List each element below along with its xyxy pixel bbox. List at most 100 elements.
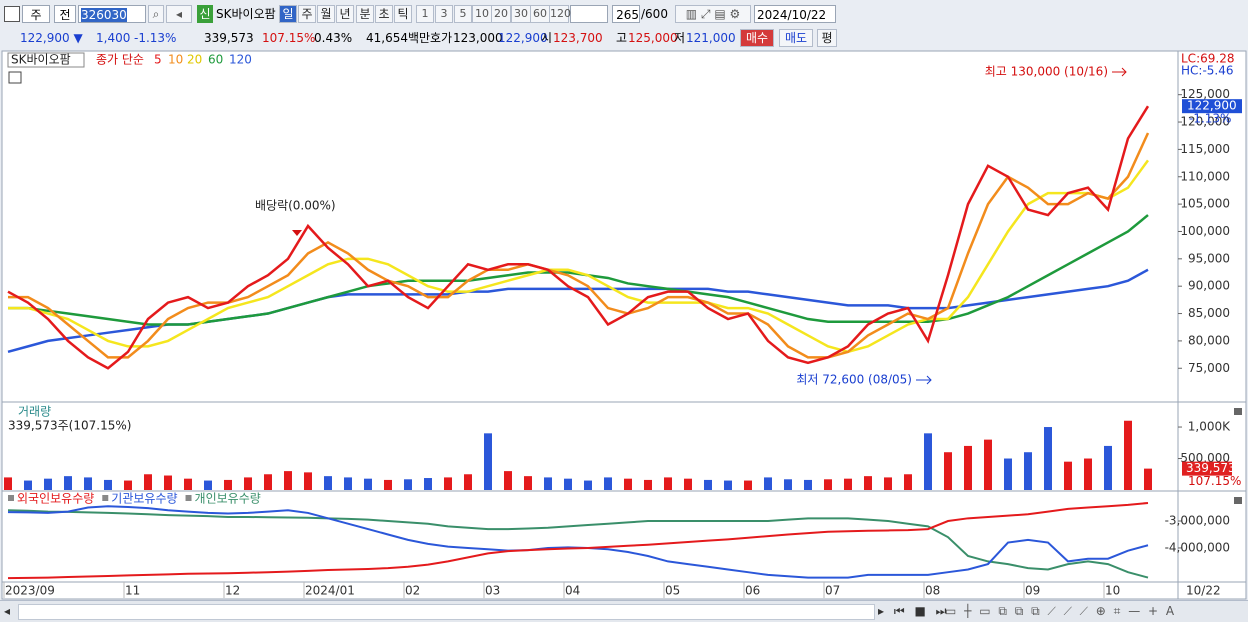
- y-tick-label: 85,000: [1188, 306, 1230, 320]
- scroll-track[interactable]: [18, 604, 875, 620]
- turnover: 0.43%: [314, 31, 353, 45]
- volume-bar: [504, 471, 512, 490]
- legend-box: [7, 52, 85, 68]
- volume-bar: [684, 478, 692, 490]
- high: 125,000: [628, 31, 678, 45]
- volume-bar: [384, 479, 392, 490]
- x-end-label: 10/22: [1186, 584, 1221, 598]
- volume-bar: [1104, 445, 1112, 490]
- volume-bar: [324, 476, 332, 490]
- volume-bar: [964, 445, 972, 490]
- volume-bar: [84, 477, 92, 490]
- period-button[interactable]: 일: [279, 5, 297, 23]
- empty-select[interactable]: [570, 5, 608, 23]
- x-tick-label: 08: [925, 584, 940, 598]
- y-tick-label: 115,000: [1180, 142, 1230, 156]
- volume-bar: [644, 479, 652, 490]
- y-tick-label: 105,000: [1180, 197, 1230, 211]
- volume-bar: [604, 477, 612, 490]
- volume-bar: [1004, 458, 1012, 490]
- volume-bar: [884, 477, 892, 490]
- x-tick-label: 09: [1025, 584, 1040, 598]
- volume: 339,573: [204, 31, 254, 45]
- volume-bar: [724, 480, 732, 490]
- volume-bar: [564, 478, 572, 490]
- volume-ratio-label: 107.15%: [1188, 474, 1241, 488]
- eval-button[interactable]: 평: [817, 29, 837, 47]
- volume-bar: [864, 476, 872, 490]
- volume-bar: [844, 478, 852, 490]
- interval-button[interactable]: 10: [472, 5, 492, 23]
- y-tick-label: 110,000: [1180, 169, 1230, 183]
- tool-icons[interactable]: ▥ ⤢ ▤ ⚙: [675, 5, 751, 23]
- volume-bar: [904, 474, 912, 490]
- pane-close: [1234, 408, 1242, 415]
- period-type-select[interactable]: 주: [22, 5, 50, 23]
- period-button[interactable]: 년: [336, 5, 354, 23]
- period-button[interactable]: 틱: [394, 5, 412, 23]
- volume-bar: [164, 475, 172, 490]
- x-tick-label: 11: [125, 584, 140, 598]
- period-button[interactable]: 월: [317, 5, 335, 23]
- volume-bar: [284, 471, 292, 490]
- legend-entry: 기관보유수량: [111, 492, 177, 506]
- series-line: [7, 105, 1150, 370]
- volume-bar: [144, 474, 152, 490]
- last-price-label: 122,900: [1187, 99, 1237, 113]
- interval-button[interactable]: 5: [454, 5, 472, 23]
- sound-button[interactable]: ◂: [166, 5, 192, 23]
- legend-entry: 120: [229, 53, 252, 67]
- volume-ratio: 107.15%: [262, 31, 316, 45]
- date-input[interactable]: 2024/10/22: [754, 5, 836, 23]
- series-line: [8, 159, 1150, 354]
- volume-bar: [44, 478, 52, 490]
- volume-bar: [124, 480, 132, 490]
- volume-bar: [64, 476, 72, 490]
- last-volume-tag: [1182, 461, 1232, 476]
- corner-label: LC:69.28: [1181, 52, 1234, 66]
- x-tick-label: 05: [665, 584, 680, 598]
- high-label: 고: [616, 31, 628, 45]
- code-text: 326030: [81, 8, 127, 22]
- interval-button[interactable]: 30: [511, 5, 531, 23]
- sell-button[interactable]: 매도: [779, 29, 813, 47]
- buy-button[interactable]: 매수: [740, 29, 774, 47]
- amount: 41,654백만: [366, 31, 431, 45]
- volume-bar: [984, 439, 992, 490]
- period-button[interactable]: 초: [375, 5, 393, 23]
- y-tick-label: -4,000,000: [1165, 540, 1230, 554]
- legend-entry: 20: [187, 53, 202, 67]
- scroll-buttons[interactable]: ▸ ⏮ ■ ⏭: [878, 604, 950, 618]
- zoom-tools[interactable]: ▭ ┼ ▭ ⧉ ⧉ ⧉ ⟋ ⟋ ⟋ ⊕ ⌗ — + A: [945, 604, 1177, 618]
- interval-button[interactable]: 1: [416, 5, 434, 23]
- y-tick-label: 120,000: [1180, 115, 1230, 129]
- change: 1,400: [96, 31, 131, 45]
- count-input[interactable]: 265: [612, 5, 640, 23]
- series-line: [7, 501, 1149, 580]
- new-badge: 신: [197, 5, 213, 23]
- legend-swatch: [102, 495, 109, 501]
- y-tick-label: 125,000: [1180, 87, 1230, 101]
- x-tick-label: 2024/01: [305, 584, 355, 598]
- menu-icon[interactable]: [4, 6, 20, 22]
- period-button[interactable]: 분: [356, 5, 374, 23]
- interval-button[interactable]: 3: [435, 5, 453, 23]
- volume-bar: [1064, 461, 1072, 490]
- code-input[interactable]: 326030: [78, 5, 146, 23]
- volume-bar: [464, 474, 472, 490]
- interval-button[interactable]: 120: [549, 5, 571, 23]
- interval-button[interactable]: 60: [530, 5, 550, 23]
- x-tick-label: 12: [225, 584, 240, 598]
- volume-bar: [364, 478, 372, 490]
- y-tick-label: 75,000: [1188, 361, 1230, 375]
- interval-button[interactable]: 20: [491, 5, 511, 23]
- dividend-annotation: 배당락(0.00%): [255, 199, 336, 213]
- legend-title: 종가 단순: [96, 53, 144, 67]
- volume-bar: [344, 477, 352, 490]
- adjust-select[interactable]: 전: [54, 5, 76, 23]
- volume-bar: [1024, 452, 1032, 490]
- search-button[interactable]: ⌕: [148, 5, 164, 23]
- scroll-left[interactable]: ◂: [4, 604, 11, 618]
- volume-bar: [524, 476, 532, 490]
- period-button[interactable]: 주: [298, 5, 316, 23]
